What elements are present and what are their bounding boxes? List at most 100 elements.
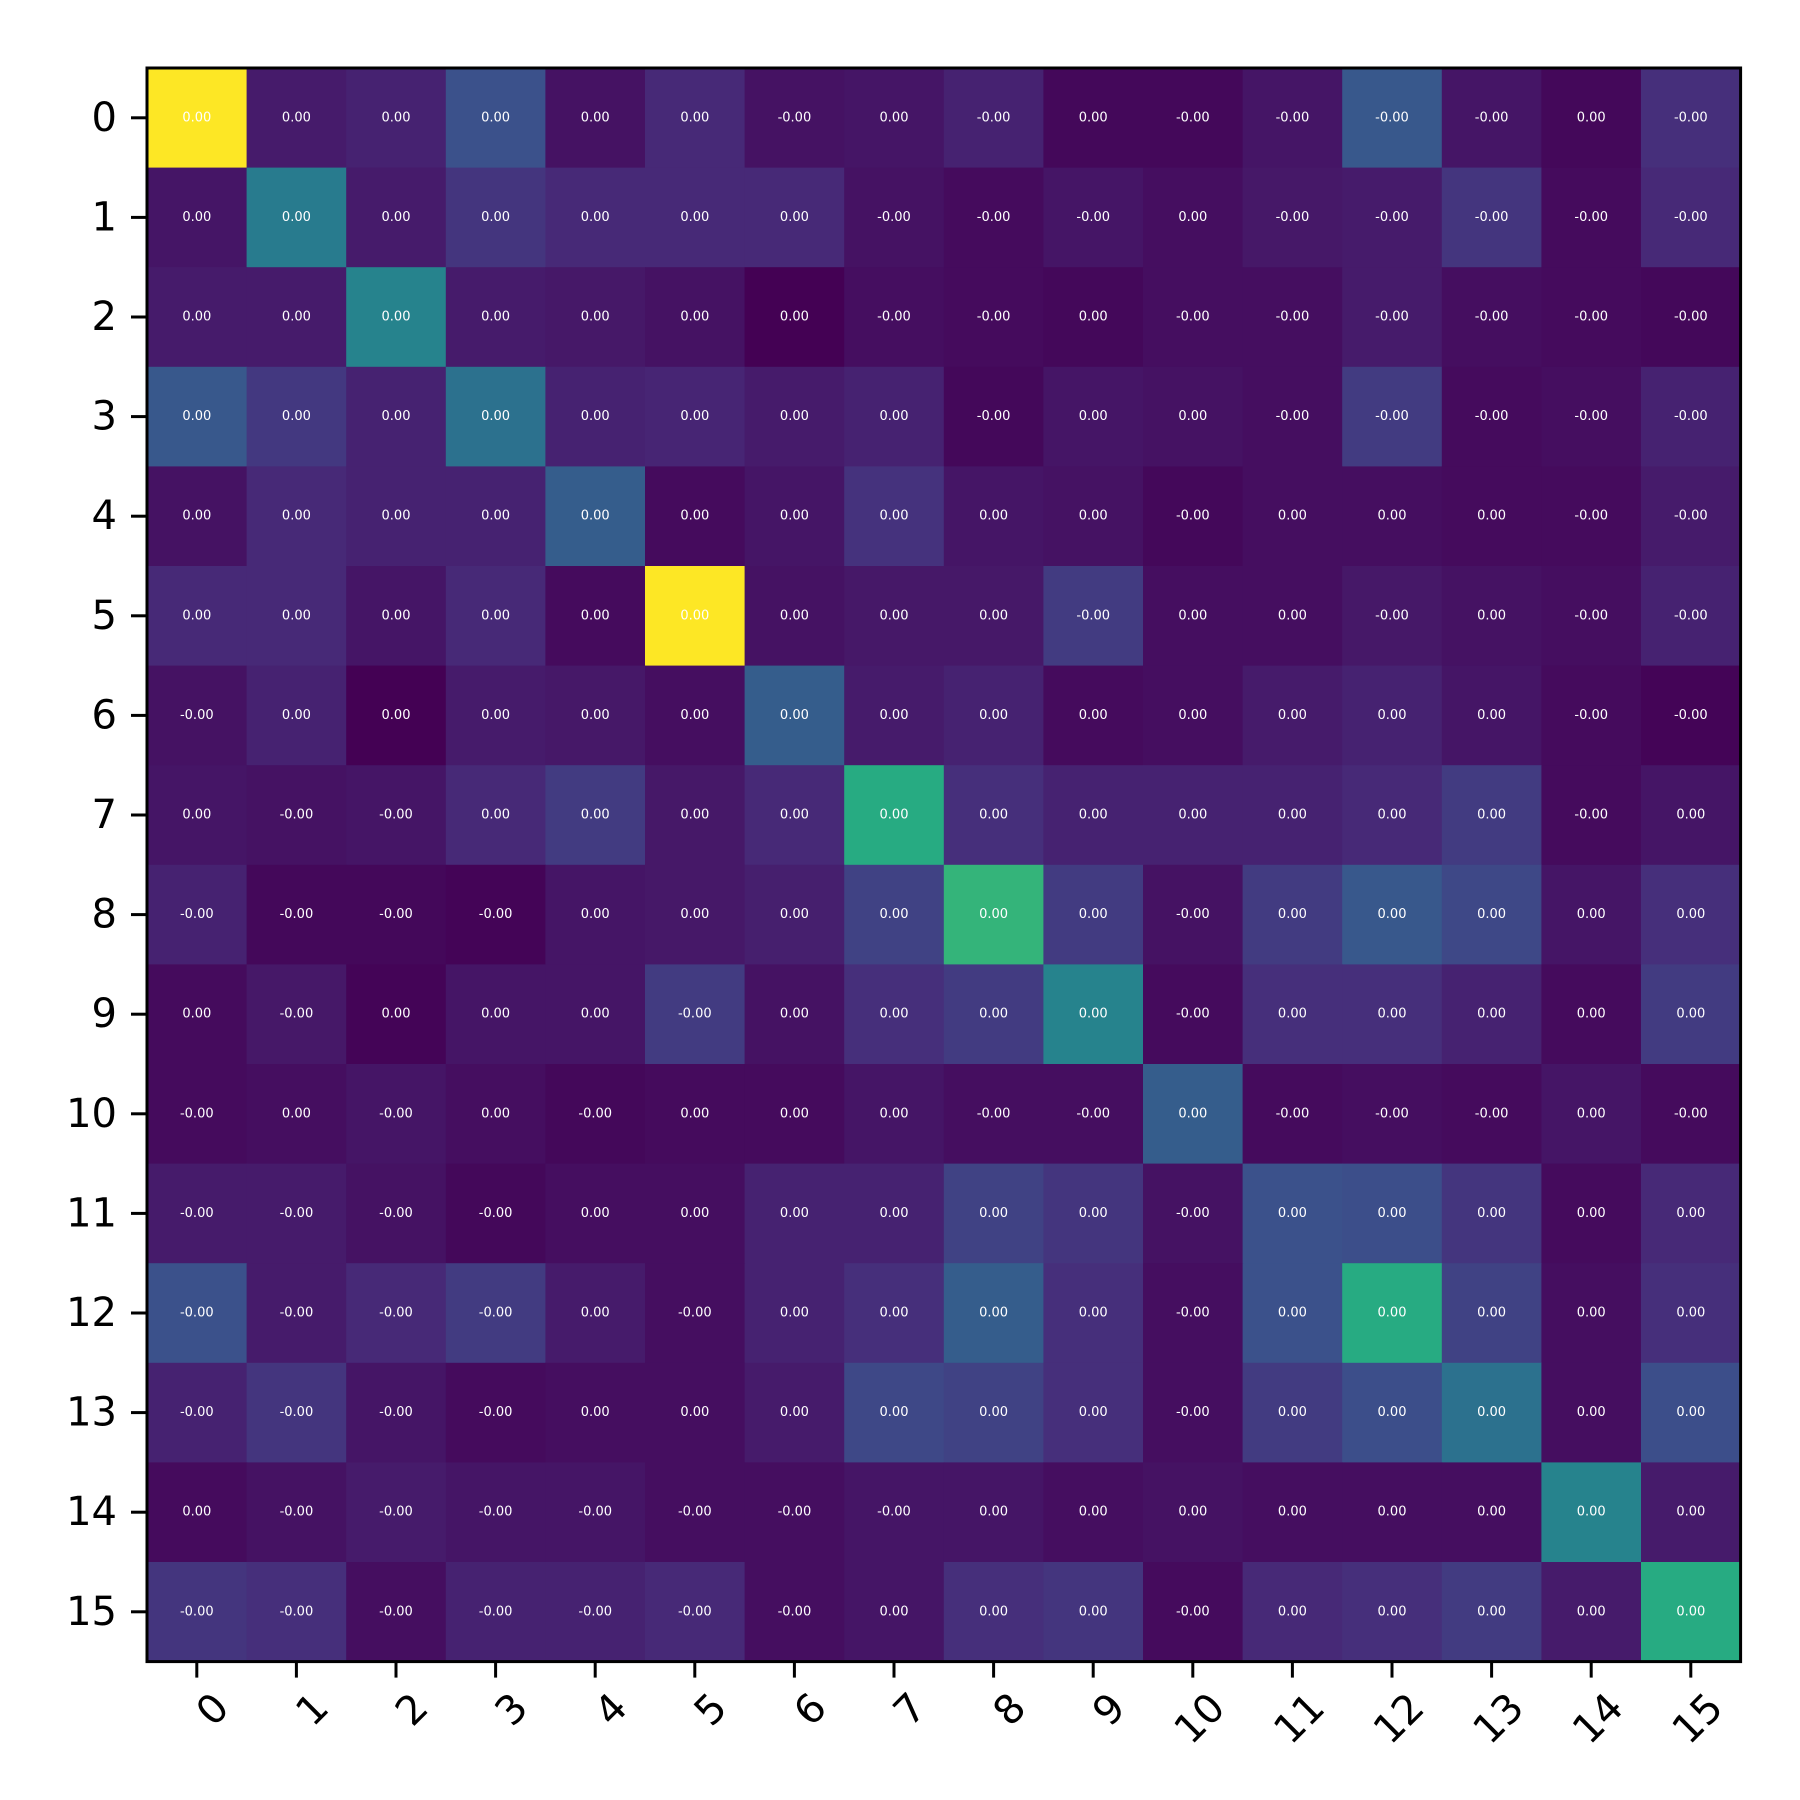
heatmap-cell-1-4 xyxy=(545,167,646,268)
cell-value-label: 0.00 xyxy=(382,708,411,723)
heatmap-cell-15-8 xyxy=(943,1562,1044,1663)
cell-value-label: 0.00 xyxy=(581,1007,610,1022)
heatmap-cell-6-15 xyxy=(1641,665,1742,766)
cell-value-label: 0.00 xyxy=(1577,907,1606,922)
x-tick-label: 2 xyxy=(387,1685,438,1736)
heatmap-cell-14-5 xyxy=(645,1462,746,1563)
heatmap-cell-14-3 xyxy=(445,1462,546,1563)
cell-value-label: 0.00 xyxy=(1079,708,1108,723)
cell-value-label: 0.00 xyxy=(282,1106,311,1121)
heatmap-cell-14-0 xyxy=(147,1462,248,1563)
cell-value-label: -0.00 xyxy=(778,1505,812,1520)
heatmap-cell-3-9 xyxy=(1043,366,1144,467)
heatmap-cell-10-0 xyxy=(147,1064,248,1165)
heatmap-cell-12-2 xyxy=(346,1263,447,1364)
cell-value-label: 0.00 xyxy=(1378,1306,1407,1321)
cell-value-label: -0.00 xyxy=(1375,210,1409,225)
heatmap-cell-0-8 xyxy=(943,68,1044,169)
heatmap-cell-7-2 xyxy=(346,765,447,866)
x-tick-label: 6 xyxy=(785,1685,836,1736)
heatmap-cell-1-10 xyxy=(1143,167,1244,268)
cell-value-label: -0.00 xyxy=(379,1604,413,1619)
heatmap-cell-9-12 xyxy=(1342,964,1443,1065)
cell-value-label: 0.00 xyxy=(182,110,211,125)
cell-value-label: -0.00 xyxy=(379,808,413,823)
cell-value-label: 0.00 xyxy=(680,509,709,524)
cell-value-label: 0.00 xyxy=(382,509,411,524)
cell-value-label: 0.00 xyxy=(1079,1007,1108,1022)
cell-value-label: 0.00 xyxy=(1577,1007,1606,1022)
heatmap-cell-12-8 xyxy=(943,1263,1044,1364)
heatmap-cell-8-9 xyxy=(1043,864,1144,965)
cell-value-label: -0.00 xyxy=(280,808,314,823)
cell-value-label: 0.00 xyxy=(182,1007,211,1022)
cell-value-label: 0.00 xyxy=(1278,1604,1307,1619)
heatmap-cell-15-13 xyxy=(1441,1562,1542,1663)
y-tick-label: 10 xyxy=(66,1091,117,1137)
heatmap-cell-15-2 xyxy=(346,1562,447,1663)
heatmap-cell-15-10 xyxy=(1143,1562,1244,1663)
cell-value-label: -0.00 xyxy=(877,310,911,325)
heatmap-cell-5-8 xyxy=(943,566,1044,667)
heatmap-cell-8-2 xyxy=(346,864,447,965)
cell-value-label: 0.00 xyxy=(979,907,1008,922)
heatmap-cell-4-10 xyxy=(1143,466,1244,567)
heatmap-cell-11-15 xyxy=(1641,1163,1742,1264)
cell-value-label: 0.00 xyxy=(1477,1604,1506,1619)
cell-value-label: 0.00 xyxy=(1079,1306,1108,1321)
heatmap-cell-13-1 xyxy=(246,1362,347,1463)
heatmap-cell-11-10 xyxy=(1143,1163,1244,1264)
cell-value-label: 0.00 xyxy=(780,1306,809,1321)
heatmap-cell-4-7 xyxy=(844,466,945,567)
cell-value-label: -0.00 xyxy=(479,1306,513,1321)
cell-value-label: 0.00 xyxy=(481,409,510,424)
heatmap-cell-7-4 xyxy=(545,765,646,866)
cell-value-label: -0.00 xyxy=(1076,1106,1110,1121)
heatmap-cell-9-11 xyxy=(1242,964,1343,1065)
heatmap-cell-0-6 xyxy=(744,68,845,169)
cell-value-label: 0.00 xyxy=(282,310,311,325)
heatmap-cell-9-5 xyxy=(645,964,746,1065)
heatmap-cell-5-4 xyxy=(545,566,646,667)
y-tick-label: 0 xyxy=(92,95,117,141)
heatmap-cell-4-2 xyxy=(346,466,447,567)
cell-value-label: -0.00 xyxy=(1176,1306,1210,1321)
cell-value-label: 0.00 xyxy=(979,1206,1008,1221)
heatmap-cell-15-15 xyxy=(1641,1562,1742,1663)
heatmap-cell-13-14 xyxy=(1541,1362,1642,1463)
cell-value-label: 0.00 xyxy=(481,608,510,623)
heatmap-cell-15-0 xyxy=(147,1562,248,1663)
cell-value-label: 0.00 xyxy=(481,310,510,325)
heatmap-cell-6-3 xyxy=(445,665,546,766)
cell-value-label: 0.00 xyxy=(1278,1306,1307,1321)
heatmap-cell-3-11 xyxy=(1242,366,1343,467)
heatmap-cell-7-11 xyxy=(1242,765,1343,866)
heatmap-cell-3-14 xyxy=(1541,366,1642,467)
cell-value-label: 0.00 xyxy=(1477,1405,1506,1420)
heatmap-cell-3-15 xyxy=(1641,366,1742,467)
heatmap-cell-10-7 xyxy=(844,1064,945,1165)
cell-value-label: 0.00 xyxy=(1378,1206,1407,1221)
heatmap-cell-12-13 xyxy=(1441,1263,1542,1364)
cell-value-label: 0.00 xyxy=(880,1206,909,1221)
cell-value-label: 0.00 xyxy=(1378,907,1407,922)
cell-value-label: -0.00 xyxy=(977,110,1011,125)
heatmap-cell-8-12 xyxy=(1342,864,1443,965)
cell-value-label: -0.00 xyxy=(1674,310,1708,325)
heatmap-cell-10-5 xyxy=(645,1064,746,1165)
heatmap-cell-3-13 xyxy=(1441,366,1542,467)
x-tick-label: 8 xyxy=(985,1685,1036,1736)
heatmap-cell-7-12 xyxy=(1342,765,1443,866)
cell-value-label: 0.00 xyxy=(1178,210,1207,225)
heatmap-cell-10-14 xyxy=(1541,1064,1642,1165)
heatmap-cell-11-0 xyxy=(147,1163,248,1264)
x-tick-label: 13 xyxy=(1465,1685,1534,1754)
cell-value-label: -0.00 xyxy=(1674,210,1708,225)
cell-value-label: 0.00 xyxy=(1079,509,1108,524)
heatmap-cell-2-6 xyxy=(744,267,845,368)
heatmap-cell-11-8 xyxy=(943,1163,1044,1264)
cell-value-label: -0.00 xyxy=(1375,409,1409,424)
cell-value-label: 0.00 xyxy=(1676,1604,1705,1619)
heatmap-cell-0-10 xyxy=(1143,68,1244,169)
